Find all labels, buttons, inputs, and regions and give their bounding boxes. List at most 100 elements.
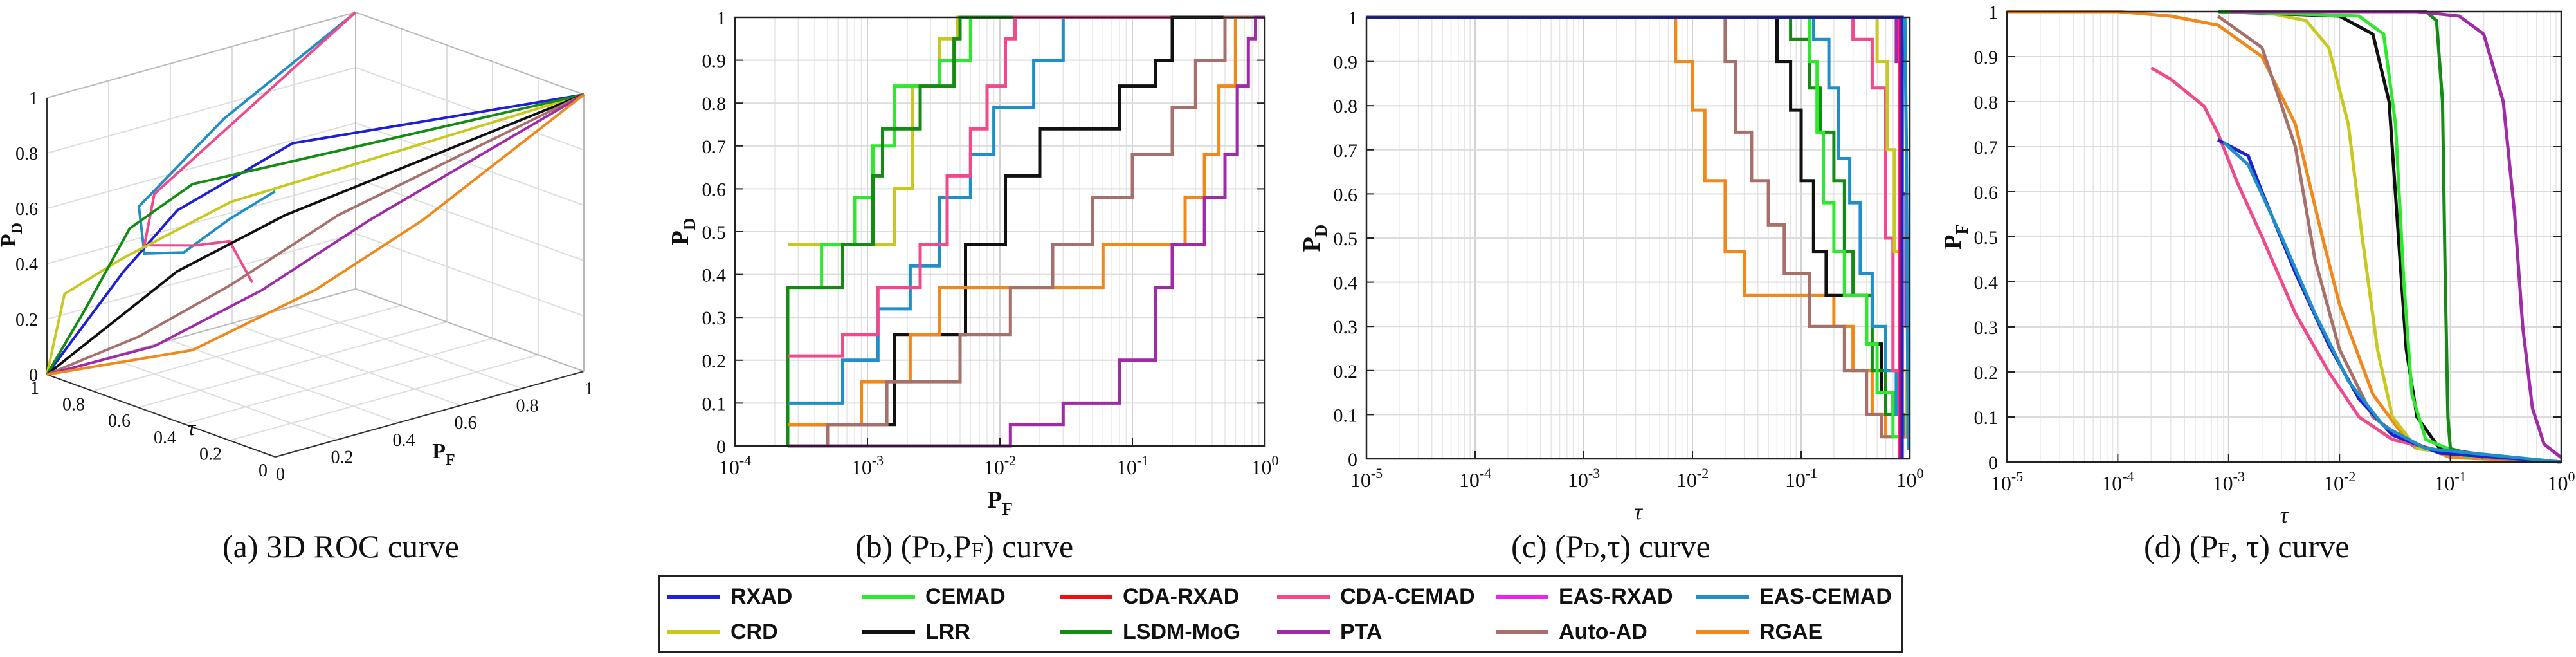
legend-swatch — [1696, 594, 1749, 599]
series-3d-eas-cemad — [137, 11, 357, 255]
series-pta — [2228, 10, 2562, 459]
pf-tick-label: 0.8 — [516, 396, 539, 416]
tau-tick-label: 0.8 — [62, 395, 85, 415]
y-tick-label: 0.6 — [1334, 184, 1358, 205]
x-axis-label: τ — [2280, 502, 2289, 528]
series-auto-ad — [1366, 15, 1893, 439]
y-tick-label: 0.8 — [1334, 96, 1358, 117]
y-tick-label: 0.3 — [702, 308, 727, 329]
y-tick-label: 0 — [1348, 449, 1357, 470]
series-eas-cemad — [2222, 141, 2562, 464]
caption-b-end: ) curve — [983, 528, 1074, 564]
caption-c-end: ,τ) curve — [1599, 528, 1710, 564]
series-lsdm-mog — [786, 15, 1265, 446]
y-tick-label: 0.8 — [1974, 92, 1999, 113]
tau-tick-label: 0.4 — [154, 428, 176, 448]
legend-label: CEMAD — [925, 584, 1006, 609]
pd-tick-label: 1 — [29, 89, 38, 109]
svg-text:PF: PF — [432, 440, 455, 468]
y-axis-label: PD — [1298, 225, 1330, 252]
series-3d-lrr — [46, 93, 585, 376]
legend-swatch — [1496, 629, 1548, 634]
legend-label: CDA-RXAD — [1123, 584, 1240, 609]
y-tick-label: 0.1 — [702, 393, 727, 414]
y-tick-label: 0.3 — [1334, 317, 1358, 338]
y-tick-label: 0 — [1988, 452, 1998, 474]
series-cda-cemad — [2150, 66, 2562, 464]
series-pta — [788, 15, 1265, 448]
series-cemad — [2218, 10, 2471, 459]
panel-b-pd-pf-chart: 0 0.1 0.2 0.3 0.4 0.5 0.6 0.7 0.8 0.9 1 10-4 10-3 10-… — [667, 8, 1279, 519]
legend-label: EAS-RXAD — [1559, 584, 1673, 609]
y-tick-label: 0.5 — [1334, 228, 1358, 250]
box-edge — [355, 288, 585, 372]
pd-tick-label: 0.6 — [15, 199, 38, 219]
legend-swatch — [862, 594, 915, 599]
caption-d-end: , τ) curve — [2230, 528, 2350, 564]
x-tick-label: 100 — [1251, 452, 1279, 479]
y-tick-label: 0.6 — [702, 179, 727, 200]
caption-b-main: (b) (P — [855, 528, 930, 564]
pf-tick-label: 0.6 — [455, 413, 477, 433]
legend-item-cemad: CEMAD — [862, 580, 1006, 613]
legend-label: RGAE — [1759, 619, 1823, 644]
y-axis-label: PF — [1939, 224, 1972, 250]
legend-label: PTA — [1340, 619, 1383, 644]
x-tick-label: 100 — [2548, 468, 2575, 495]
legend-item-rgae: RGAE — [1696, 616, 1822, 648]
series-3d-crd — [46, 93, 585, 375]
pd-tick-label: 0 — [29, 366, 38, 385]
caption-b: (b) (PD,PF) curve — [855, 528, 1073, 565]
legend-item-lsdm-mog: LSDM-MoG — [1060, 616, 1240, 648]
y-tick-label: 0.8 — [702, 93, 727, 115]
legend-item-eas-rxad: EAS-RXAD — [1496, 580, 1673, 613]
x-axis-label: PF — [987, 486, 1013, 519]
series-3d-rgae — [46, 93, 585, 376]
x-tick-label: 10-2 — [2323, 468, 2355, 495]
x-tick-label: 10-2 — [984, 452, 1016, 479]
caption-a: (a) 3D ROC curve — [222, 528, 459, 564]
axis-tau — [46, 374, 276, 458]
x-tick-label: 10-3 — [851, 452, 884, 479]
pd-tick-label: 0.8 — [15, 144, 38, 164]
y-tick-label: 0.7 — [1974, 137, 1999, 158]
legend-swatch — [667, 594, 720, 599]
svg-text:PD: PD — [1298, 225, 1330, 252]
y-tick-label: 0.4 — [702, 265, 727, 286]
caption-b-sub2: F — [971, 539, 984, 562]
y-tick-label: 1 — [716, 8, 726, 29]
y-tick-label: 0.3 — [1974, 317, 1999, 338]
legend-swatch — [862, 629, 915, 634]
series-3d-pta — [46, 93, 585, 376]
legend-swatch — [1060, 594, 1112, 599]
y-tick-label: 0.5 — [702, 222, 727, 243]
x-tick-label: 10-1 — [1116, 452, 1148, 479]
legend-item-cda-cemad: CDA-CEMAD — [1277, 580, 1475, 613]
panel-a-3d-roc: 00.20.40.60.8100.20.40.60.8100.20.40.60.… — [0, 11, 594, 485]
y-tick-label: 0.9 — [702, 51, 727, 72]
legend-label: CDA-CEMAD — [1340, 584, 1475, 609]
pf-tick-label: 0.4 — [393, 430, 415, 450]
series-lrr — [2218, 10, 2504, 459]
x-tick-label: 10-3 — [2213, 468, 2245, 495]
svg-text:PF: PF — [987, 486, 1013, 519]
legend-swatch — [1060, 629, 1112, 634]
y-tick-label: 0.9 — [1974, 47, 1999, 68]
x-tick-label: 10-4 — [1459, 465, 1491, 492]
series-auto-ad — [826, 15, 1265, 446]
legend-label: CRD — [730, 619, 778, 644]
y-tick-label: 0.2 — [702, 351, 727, 372]
legend-label: EAS-CEMAD — [1759, 584, 1892, 609]
legend-swatch — [1496, 594, 1548, 599]
y-tick-label: 0.4 — [1334, 273, 1358, 294]
legend-swatch — [1696, 629, 1749, 634]
caption-c-main: (c) (P — [1511, 528, 1584, 564]
y-tick-label: 0.6 — [1974, 182, 1999, 203]
tau-tick-label: 0.2 — [199, 444, 222, 464]
x-tick-label: 10-5 — [1991, 468, 2023, 495]
box-edge — [355, 12, 585, 95]
pf-axis-label: PF — [432, 440, 455, 468]
legend-item-pta: PTA — [1277, 616, 1382, 648]
tau-tick-label: 0.6 — [108, 411, 131, 431]
